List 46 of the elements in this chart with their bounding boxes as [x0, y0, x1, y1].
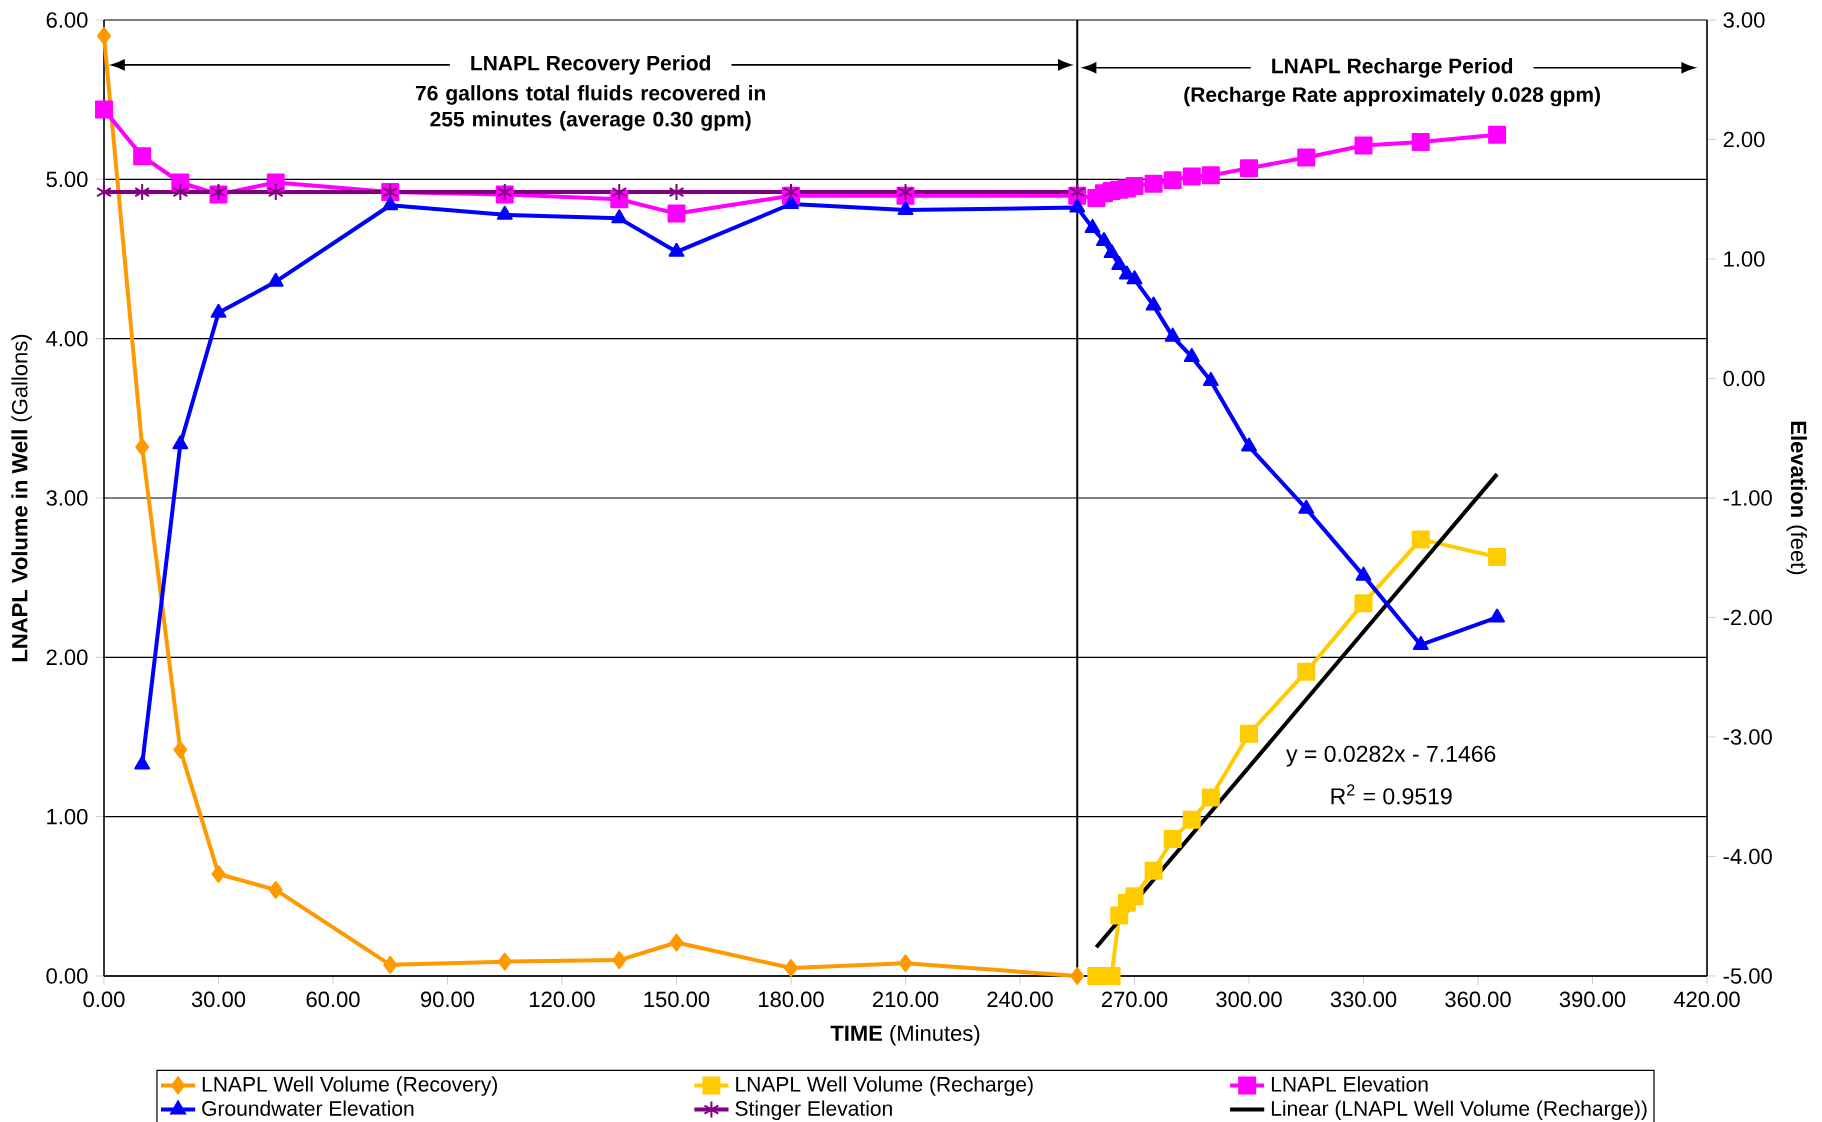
y2-tick-label: 1.00 — [1724, 251, 1765, 267]
x-tick-label: 150.00 — [644, 991, 710, 1008]
x-axis-title: TIME (Minutes) — [830, 1024, 980, 1046]
x-tick-label: 360.00 — [1445, 991, 1511, 1008]
annotation: 76 gallons total fluids recovered in 255 minutes (average 0.30 gpm) — [415, 85, 765, 131]
annotation: LNAPL Recovery Period — [471, 55, 711, 75]
legend-label: Groundwater Elevation — [202, 1100, 414, 1116]
x-tick-label: 210.00 — [872, 991, 939, 1008]
x-tick-label: 0.00 — [83, 991, 125, 1008]
y-tick-label: 3.00 — [46, 490, 88, 506]
x-tick-label: 120.00 — [530, 991, 595, 1008]
y-tick-label: 5.00 — [46, 171, 88, 188]
y2-tick-label: -3.00 — [1723, 729, 1772, 745]
y-tick-label: 0.00 — [46, 968, 88, 984]
y-tick-label: 1.00 — [47, 808, 88, 825]
y2-tick-label: -5.00 — [1723, 968, 1772, 984]
x-tick-label: 240.00 — [987, 991, 1053, 1008]
y-tick-label: 6.00 — [46, 12, 88, 28]
y2-tick-label: 3.00 — [1723, 12, 1765, 28]
x-tick-label: 270.00 — [1101, 991, 1168, 1008]
y-tick-label: 4.00 — [46, 330, 88, 347]
x-tick-label: 90.00 — [421, 991, 475, 1008]
annotation: (Recharge Rate approximately 0.028 gpm) — [1184, 86, 1600, 107]
legend-label: Stinger Elevation — [735, 1100, 892, 1121]
legend-label: Linear (LNAPL Well Volume (Recharge)) — [1271, 1100, 1647, 1121]
y2-tick-label: -2.00 — [1723, 609, 1772, 626]
y2-tick-label: 0.00 — [1723, 370, 1765, 387]
y2-axis-title: Elevation (feet) — [1786, 421, 1807, 575]
legend-label: LNAPL Elevation — [1271, 1076, 1428, 1092]
x-tick-label: 300.00 — [1216, 991, 1282, 1008]
x-tick-label: 30.00 — [191, 991, 246, 1008]
y2-tick-label: 2.00 — [1723, 131, 1765, 148]
annotation: y = 0.0282x - 7.1466 — [1286, 745, 1496, 767]
x-tick-label: 180.00 — [759, 991, 824, 1008]
legend-label: LNAPL Well Volume (Recovery) — [202, 1076, 497, 1096]
y-axis-title: LNAPL Volume in Well (Gallons) — [11, 334, 32, 662]
x-tick-label: 330.00 — [1330, 991, 1397, 1008]
annotation: LNAPL Recharge Period — [1272, 57, 1513, 78]
x-tick-label: 420.00 — [1673, 991, 1740, 1008]
y-tick-label: 2.00 — [46, 649, 88, 666]
x-tick-label: 390.00 — [1559, 991, 1626, 1008]
legend-label: LNAPL Well Volume (Recharge) — [736, 1076, 1033, 1096]
y2-tick-label: -1.00 — [1723, 490, 1772, 506]
annotation: R$^{2}$ = 0.9519 — [1331, 784, 1452, 805]
x-tick-label: 60.00 — [306, 991, 360, 1008]
y2-tick-label: -4.00 — [1723, 848, 1772, 865]
